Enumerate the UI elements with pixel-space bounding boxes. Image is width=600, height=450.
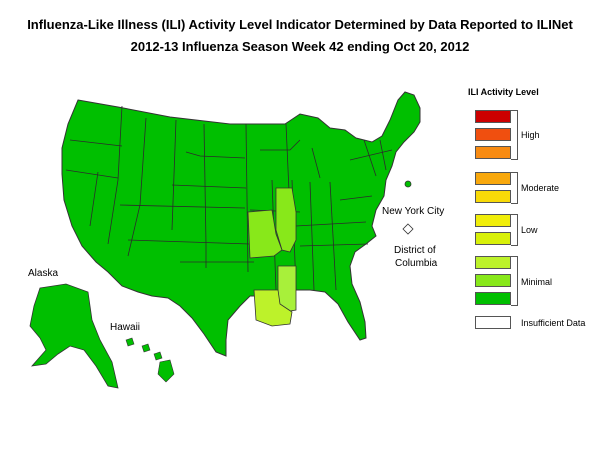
nyc-marker <box>404 180 412 188</box>
legend-title: ILI Activity Level <box>468 87 539 97</box>
legend-bracket-high <box>511 110 518 160</box>
legend-label-insufficient: Insufficient Data <box>521 318 586 328</box>
legend-label-moderate: Moderate <box>521 183 560 193</box>
legend-bracket-minimal <box>511 256 518 306</box>
legend-swatch-level-5 <box>475 214 511 227</box>
legend-bracket-moderate <box>511 172 518 204</box>
legend-swatch-insufficient <box>475 316 511 329</box>
dc-diamond-icon <box>402 223 414 235</box>
legend-label-minimal: Minimal <box>521 277 553 287</box>
dc-label-line1: District of <box>394 245 436 256</box>
nyc-label: New York City <box>382 206 445 217</box>
dc-label-line2: Columbia <box>395 258 438 269</box>
map-title: Influenza-Like Illness (ILI) Activity Le… <box>27 17 573 32</box>
hawaii-label: Hawaii <box>110 322 141 333</box>
legend-swatch-level-7 <box>475 172 511 185</box>
map-subtitle: 2012-13 Influenza Season Week 42 ending … <box>130 39 470 54</box>
state-louisiana <box>253 289 293 327</box>
contiguous-us <box>61 91 421 357</box>
legend-swatch-level-6 <box>475 190 511 203</box>
legend-swatch-level-3 <box>475 256 511 269</box>
legend-bracket-low <box>511 214 518 246</box>
legend-swatch-level-9 <box>475 128 511 141</box>
alaska <box>29 283 119 389</box>
legend-swatch-level-2 <box>475 274 511 287</box>
state-illinois <box>275 187 297 253</box>
legend-label-high: High <box>521 130 540 140</box>
legend-label-low: Low <box>521 225 538 235</box>
hawaii <box>125 337 175 383</box>
legend-swatch-level-4 <box>475 232 511 245</box>
legend-swatch-level-8 <box>475 146 511 159</box>
alaska-label: Alaska <box>28 268 59 279</box>
legend-swatch-level-10 <box>475 110 511 123</box>
legend-swatch-level-1 <box>475 292 511 305</box>
